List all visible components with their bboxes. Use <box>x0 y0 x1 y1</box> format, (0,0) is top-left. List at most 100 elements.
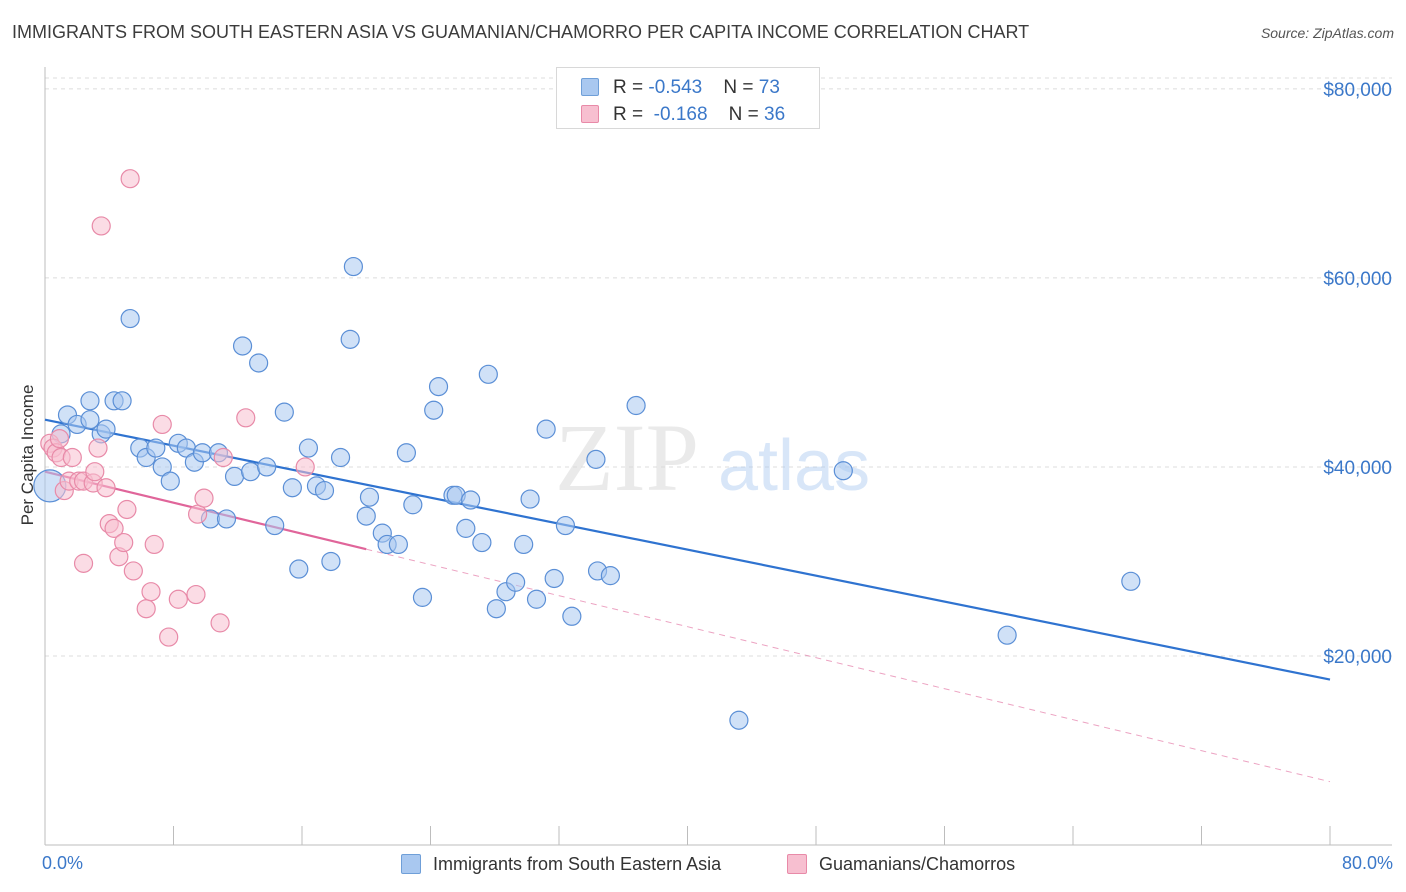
data-point-sea <box>562 606 582 626</box>
data-point-chamorro <box>49 428 70 449</box>
data-point-sea <box>160 471 180 491</box>
data-point-sea <box>424 400 444 420</box>
data-point-sea <box>520 489 540 509</box>
y-axis-label: Per Capita Income <box>18 385 37 526</box>
data-point-sea <box>478 364 498 384</box>
data-point-sea <box>340 329 360 349</box>
data-point-sea <box>274 402 294 422</box>
data-point-sea <box>396 443 417 463</box>
x-tick-labels: 0.0% 80.0% <box>42 853 1393 873</box>
data-point-sea <box>729 710 749 730</box>
data-point-sea <box>1121 571 1141 591</box>
data-point-sea <box>80 410 100 430</box>
data-point-sea <box>314 480 335 501</box>
data-point-chamorro <box>141 582 161 602</box>
data-point-chamorro <box>117 499 137 520</box>
x-tick-label-min: 0.0% <box>42 853 83 873</box>
axes <box>44 67 1392 846</box>
y-tick-label: $80,000 <box>1323 80 1392 101</box>
data-point-chamorro <box>91 216 111 236</box>
data-point-chamorro <box>73 553 94 573</box>
data-point-chamorro <box>159 627 179 647</box>
data-point-sea <box>298 438 319 458</box>
data-point-chamorro <box>295 457 315 477</box>
data-points <box>33 169 1141 730</box>
data-point-sea <box>356 506 376 526</box>
data-point-chamorro <box>236 408 256 428</box>
data-point-sea <box>265 515 285 536</box>
correlation-legend: R = -0.543 N = 73 R = -0.168 N = 36 <box>556 67 820 129</box>
data-point-sea <box>241 462 261 482</box>
data-point-chamorro <box>136 599 156 619</box>
data-point-sea <box>232 336 253 356</box>
y-tick-label: $60,000 <box>1323 269 1392 290</box>
grid-lines <box>45 77 1392 657</box>
source-label: Source: ZipAtlas.com <box>1260 25 1394 41</box>
data-point-sea <box>412 587 433 607</box>
legend-swatch-sea-bottom <box>401 854 421 874</box>
data-point-chamorro <box>186 584 206 605</box>
legend-swatch-chamorro-bottom <box>787 854 807 874</box>
legend-swatch-chamorro <box>581 105 599 123</box>
data-point-sea <box>359 487 380 507</box>
data-point-sea <box>80 391 100 411</box>
data-point-sea <box>514 534 534 555</box>
data-point-sea <box>321 551 341 572</box>
y-tick-labels: $20,000 $40,000 $60,000 $80,000 <box>1323 80 1392 668</box>
legend-swatch-sea <box>581 78 599 96</box>
watermark-zip: ZIP <box>555 404 699 511</box>
data-point-chamorro <box>104 518 124 538</box>
data-point-sea <box>289 559 309 579</box>
data-point-sea <box>112 391 132 411</box>
data-point-chamorro <box>88 438 108 458</box>
data-point-chamorro <box>210 613 230 633</box>
data-point-sea <box>555 515 576 536</box>
data-point-sea <box>544 568 564 589</box>
data-point-sea <box>216 509 237 529</box>
n-value-sea: 73 <box>758 77 780 98</box>
legend-label-sea: Immigrants from South Eastern Asia <box>433 854 722 874</box>
data-point-sea <box>586 449 606 469</box>
data-point-sea <box>461 490 481 510</box>
y-tick-label: $20,000 <box>1323 647 1392 668</box>
data-point-sea <box>249 353 269 373</box>
data-point-sea <box>403 495 423 515</box>
legend-label-chamorro: Guamanians/Chamorros <box>819 854 1016 874</box>
n-value-chamorro: 36 <box>764 104 786 125</box>
chart-title: IMMIGRANTS FROM SOUTH EASTERN ASIA VS GU… <box>12 22 1030 42</box>
data-point-sea <box>626 395 646 416</box>
data-point-chamorro <box>123 561 143 581</box>
data-point-chamorro <box>187 504 208 524</box>
r-value-chamorro: -0.168 <box>653 104 708 125</box>
data-point-sea <box>486 599 506 619</box>
data-point-chamorro <box>194 488 214 508</box>
data-point-chamorro <box>96 478 116 498</box>
data-point-sea <box>536 419 556 439</box>
data-point-sea <box>224 466 245 487</box>
data-point-sea <box>456 518 476 538</box>
data-point-chamorro <box>168 589 188 609</box>
data-point-chamorro <box>213 447 233 468</box>
data-point-sea <box>96 419 116 439</box>
data-point-chamorro <box>152 414 172 435</box>
data-point-sea <box>343 256 363 277</box>
data-point-sea <box>600 566 621 586</box>
data-point-chamorro <box>62 447 82 468</box>
data-point-sea <box>526 589 547 609</box>
data-point-sea <box>472 532 492 553</box>
data-point-sea <box>388 534 408 555</box>
data-point-chamorro <box>114 532 134 553</box>
x-tick-label-max: 80.0% <box>1342 853 1393 873</box>
data-point-sea <box>120 308 140 329</box>
data-point-sea <box>506 572 526 592</box>
data-point-sea <box>330 447 351 468</box>
data-point-sea <box>192 443 213 463</box>
data-point-sea <box>146 438 166 458</box>
data-point-sea <box>257 457 277 477</box>
data-point-chamorro <box>120 169 140 189</box>
data-point-sea <box>997 625 1017 645</box>
data-point-chamorro <box>85 462 105 482</box>
r-value-sea: -0.543 <box>648 77 703 98</box>
trend-line-chamorro-extension <box>366 548 1331 783</box>
